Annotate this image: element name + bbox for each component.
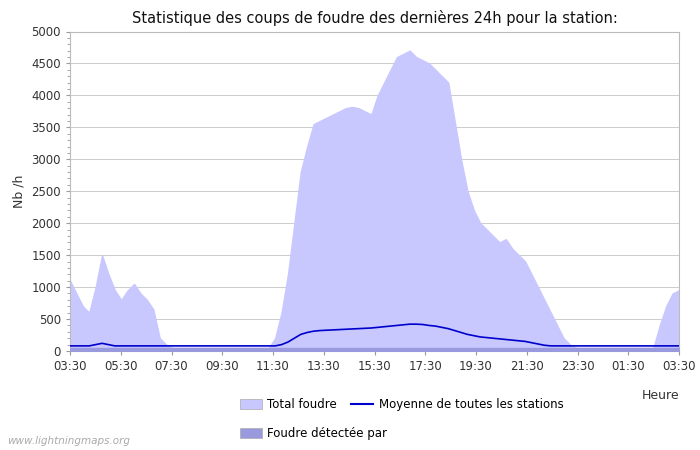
Text: Heure: Heure bbox=[641, 389, 679, 402]
Y-axis label: Nb /h: Nb /h bbox=[13, 175, 26, 208]
Title: Statistique des coups de foudre des dernières 24h pour la station:: Statistique des coups de foudre des dern… bbox=[132, 10, 617, 26]
Text: www.lightningmaps.org: www.lightningmaps.org bbox=[7, 436, 130, 446]
Legend: Foudre détectée par: Foudre détectée par bbox=[240, 427, 388, 440]
